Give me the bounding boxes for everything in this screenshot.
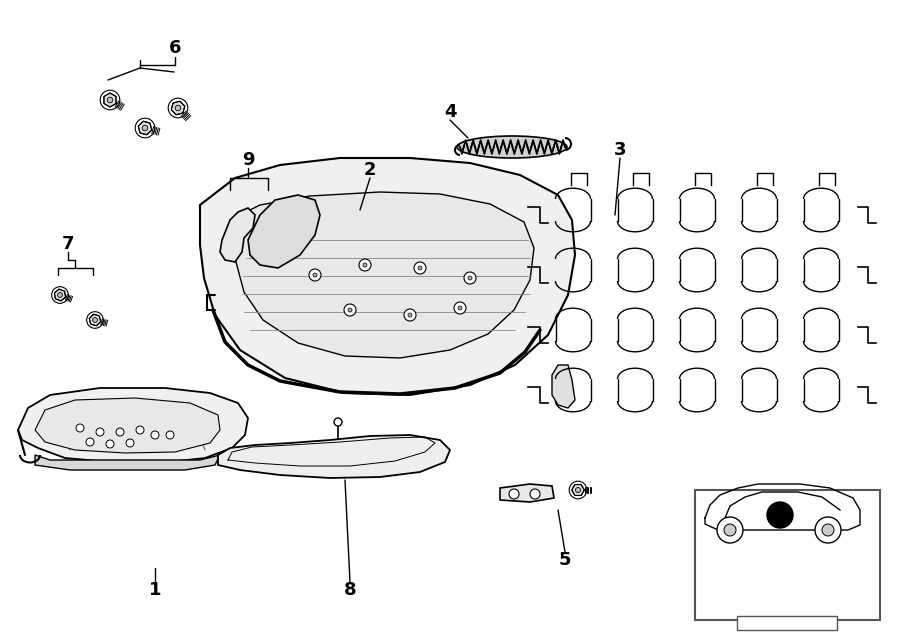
Polygon shape <box>248 195 320 268</box>
Text: 5: 5 <box>559 551 572 569</box>
Circle shape <box>717 517 743 543</box>
Text: 2: 2 <box>364 161 376 179</box>
Text: 1: 1 <box>148 581 161 599</box>
Circle shape <box>408 313 412 317</box>
Bar <box>737 616 837 630</box>
Polygon shape <box>171 101 184 115</box>
Circle shape <box>176 105 181 110</box>
Circle shape <box>530 489 540 499</box>
Circle shape <box>76 424 84 432</box>
Circle shape <box>166 431 174 439</box>
Circle shape <box>418 266 422 270</box>
Circle shape <box>334 418 342 426</box>
Circle shape <box>458 306 462 310</box>
Circle shape <box>815 517 841 543</box>
Text: 9: 9 <box>242 151 254 169</box>
Circle shape <box>86 438 94 446</box>
Polygon shape <box>139 121 152 135</box>
Polygon shape <box>104 93 116 107</box>
Polygon shape <box>18 388 248 463</box>
Polygon shape <box>220 208 255 262</box>
Circle shape <box>126 439 134 447</box>
Circle shape <box>359 259 371 271</box>
Ellipse shape <box>457 136 567 158</box>
Text: 8: 8 <box>344 581 356 599</box>
Circle shape <box>767 502 793 528</box>
Polygon shape <box>35 455 220 470</box>
Circle shape <box>151 431 159 439</box>
Circle shape <box>464 272 476 284</box>
Circle shape <box>142 125 148 131</box>
Polygon shape <box>89 314 101 326</box>
Circle shape <box>344 304 356 316</box>
Circle shape <box>106 440 114 448</box>
Polygon shape <box>500 484 554 502</box>
Circle shape <box>414 262 426 274</box>
Circle shape <box>96 428 104 436</box>
Polygon shape <box>230 192 534 358</box>
Text: 00069002: 00069002 <box>759 620 815 630</box>
Polygon shape <box>572 485 584 495</box>
Circle shape <box>509 489 519 499</box>
Circle shape <box>58 293 62 297</box>
Circle shape <box>454 302 466 314</box>
Circle shape <box>93 318 97 323</box>
Circle shape <box>116 428 124 436</box>
Circle shape <box>468 276 472 280</box>
Circle shape <box>724 524 736 536</box>
Circle shape <box>309 269 321 281</box>
Polygon shape <box>35 398 220 453</box>
Text: 6: 6 <box>169 39 181 57</box>
Polygon shape <box>218 435 450 478</box>
Circle shape <box>575 488 580 493</box>
Circle shape <box>348 308 352 312</box>
Polygon shape <box>54 289 66 301</box>
Circle shape <box>313 273 317 277</box>
Circle shape <box>363 263 367 267</box>
Polygon shape <box>552 365 575 408</box>
Text: 3: 3 <box>614 141 626 159</box>
Text: 7: 7 <box>62 235 74 253</box>
Polygon shape <box>200 158 575 395</box>
Bar <box>695 490 880 620</box>
Circle shape <box>404 309 416 321</box>
Circle shape <box>822 524 834 536</box>
Circle shape <box>107 97 112 103</box>
Text: 4: 4 <box>444 103 456 121</box>
Circle shape <box>136 426 144 434</box>
Text: 00069002: 00069002 <box>759 620 815 630</box>
